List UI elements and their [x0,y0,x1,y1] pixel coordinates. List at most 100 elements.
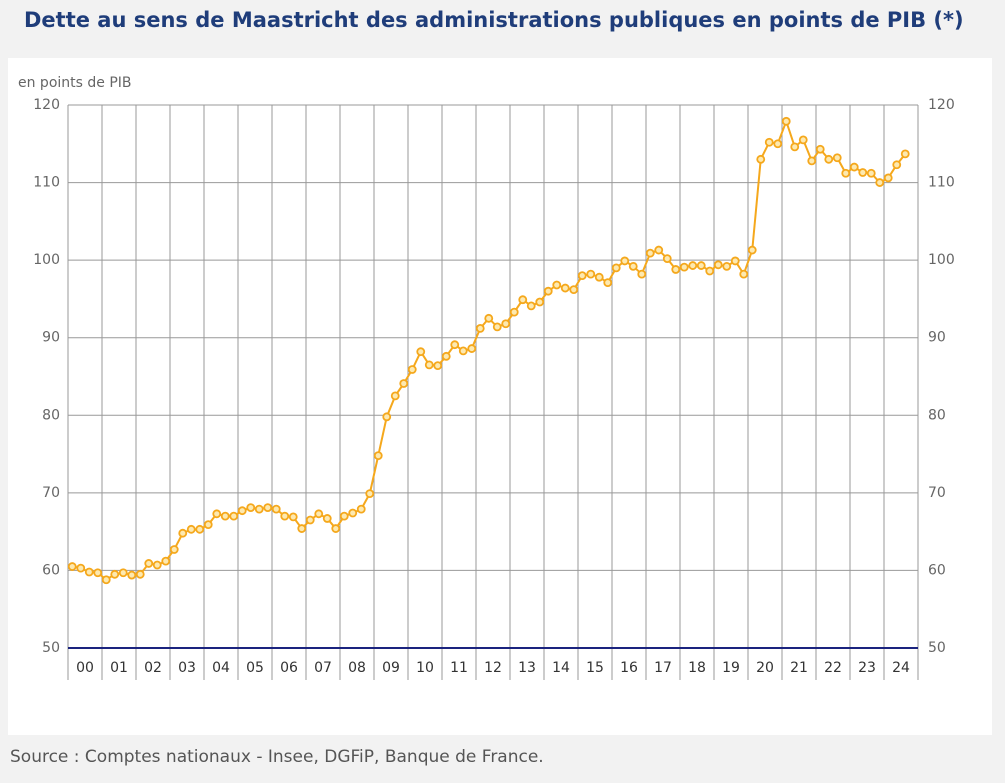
data-point [178,528,188,538]
data-point [135,569,145,579]
data-point [399,379,409,388]
data-point [866,168,876,178]
data-point [900,149,910,159]
data-point [322,514,332,523]
data-point [416,347,426,357]
data-point [424,360,434,370]
data-point [739,269,749,279]
data-point [790,142,800,152]
x-tick-label: 17 [654,660,672,676]
chart-panel [8,58,992,735]
y-tick-label: 80 [42,407,60,423]
data-point [807,156,817,166]
y2-tick-label: 100 [928,252,955,268]
data-point [475,324,485,333]
data-point [526,301,536,311]
x-tick-label: 20 [756,660,774,676]
data-point [288,512,298,522]
data-point [815,144,825,154]
chart-title: Dette au sens de Maastricht des administ… [24,8,964,32]
x-tick-label: 05 [246,660,264,676]
y-tick-label: 110 [33,175,60,191]
data-point [637,269,647,279]
data-point [127,570,137,580]
y2-tick-label: 90 [928,330,946,346]
data-point [713,260,723,270]
x-tick-label: 04 [212,660,230,676]
x-tick-label: 14 [552,660,570,676]
data-point [781,116,791,126]
x-tick-label: 18 [688,660,706,676]
data-point [195,524,205,534]
data-point [518,295,528,305]
y2-tick-label: 110 [928,175,955,191]
x-tick-label: 19 [722,660,740,676]
x-tick-label: 07 [314,660,332,676]
data-point [832,153,842,163]
data-point [628,261,638,271]
data-point [161,556,171,566]
y-tick-label: 90 [42,330,60,346]
y-axis-label: en points de PIB [18,75,132,91]
data-point [620,256,630,266]
data-point [824,154,834,164]
data-point [722,261,732,271]
y-tick-label: 100 [33,252,60,268]
data-point [356,504,366,514]
data-point [611,263,621,273]
data-point [671,265,681,274]
data-point [271,504,281,514]
data-point [730,256,740,266]
data-point [365,489,375,499]
data-point [696,261,706,270]
data-point [441,351,451,361]
data-point [339,511,349,521]
data-point [280,511,290,521]
data-point [186,524,196,534]
data-point [93,568,103,578]
x-tick-label: 21 [790,660,808,676]
x-tick-label: 06 [280,660,298,676]
x-tick-label: 09 [382,660,400,676]
data-point [152,560,162,570]
data-point [305,515,315,525]
data-point [798,135,808,145]
data-point [535,297,545,307]
data-point [560,283,570,293]
data-point [118,568,128,578]
y2-tick-label: 50 [928,640,946,656]
data-point [263,503,273,512]
x-tick-label: 11 [450,660,468,676]
data-point [892,160,902,170]
data-point [509,307,519,317]
data-point [297,524,307,533]
data-point [747,245,757,255]
y2-tick-label: 80 [928,407,946,423]
data-point [594,272,604,282]
data-point [577,271,587,281]
data-point [756,154,766,164]
data-point [382,412,392,422]
data-point [331,524,341,533]
x-tick-label: 24 [892,660,910,676]
data-point [467,344,477,353]
data-point [203,520,213,530]
data-point [773,139,783,149]
data-point [705,266,715,276]
y-tick-label: 50 [42,640,60,656]
data-point [688,261,698,270]
x-tick-label: 16 [620,660,638,676]
x-tick-label: 15 [586,660,604,676]
data-point [407,365,417,374]
data-point [433,361,443,371]
data-point [348,508,358,518]
data-point [212,509,222,519]
data-point [501,319,511,329]
data-point [569,285,579,295]
data-point [84,567,94,577]
data-point [458,346,468,356]
y2-tick-label: 120 [928,97,955,113]
data-point [543,286,553,296]
data-point [390,391,400,401]
data-point [654,245,664,255]
